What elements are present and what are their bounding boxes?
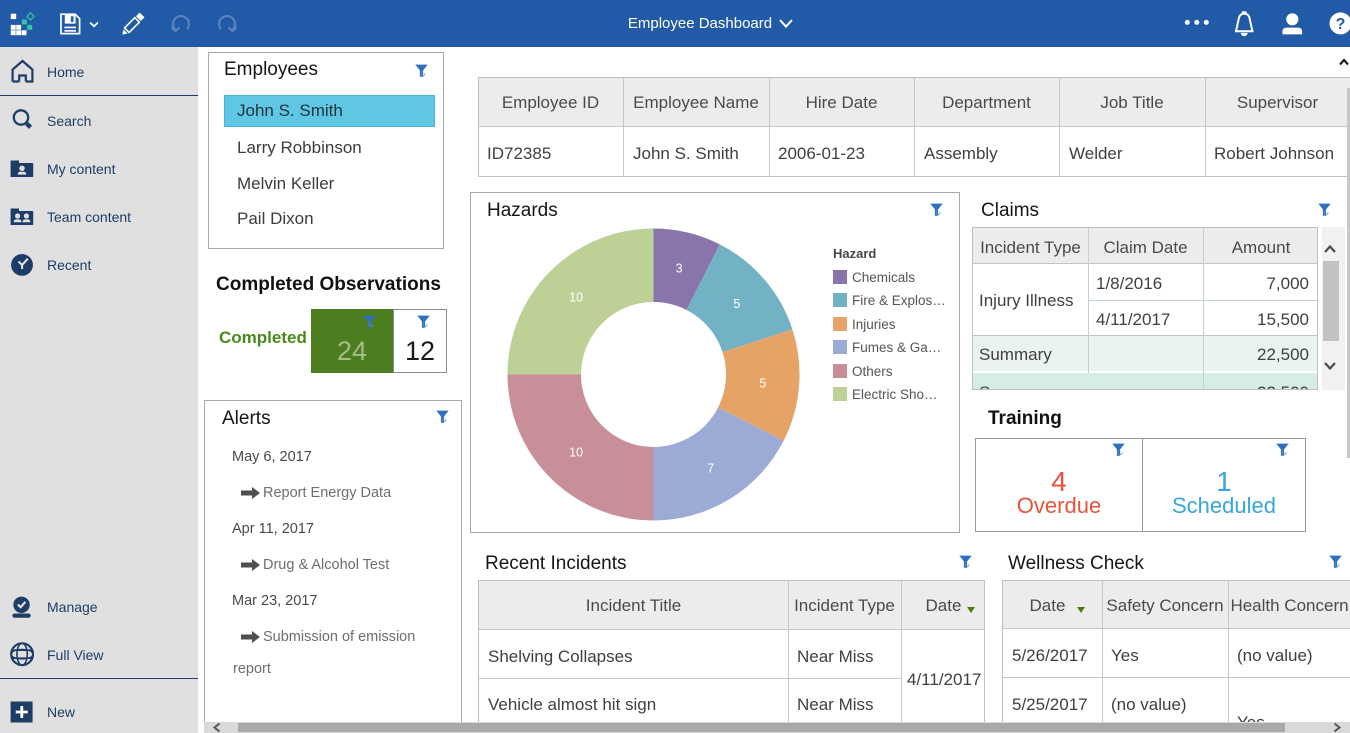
svg-text:10: 10 bbox=[569, 291, 583, 305]
svg-text:5: 5 bbox=[759, 377, 766, 391]
svg-text:3: 3 bbox=[676, 262, 683, 276]
svg-text:?: ? bbox=[1336, 16, 1346, 33]
svg-text:10: 10 bbox=[569, 445, 583, 459]
svg-text:7: 7 bbox=[707, 461, 714, 475]
svg-text:5: 5 bbox=[733, 297, 740, 311]
